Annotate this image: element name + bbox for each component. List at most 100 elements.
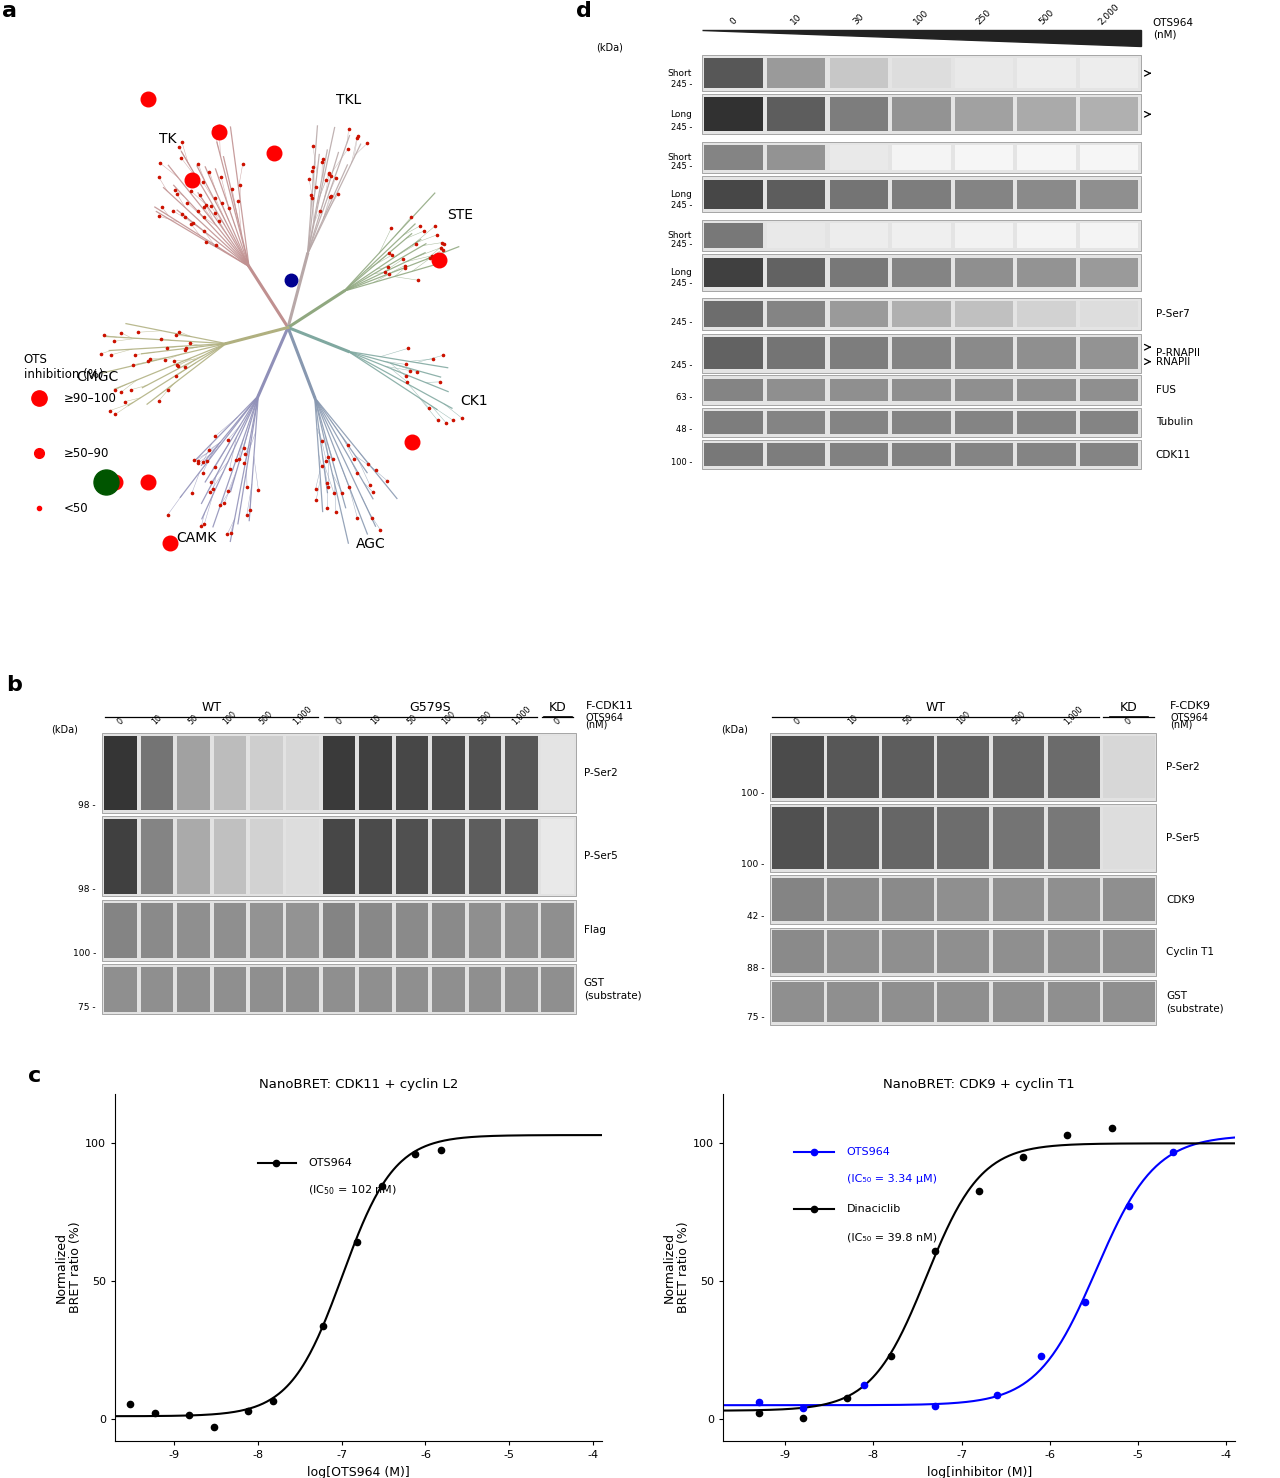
Bar (1048, 878, 1100, 921)
Text: P-Ser2: P-Ser2 (1166, 763, 1201, 772)
Bar (827, 807, 879, 869)
Text: 100 -: 100 - (671, 458, 692, 467)
Bar (1080, 145, 1138, 170)
Text: 245 -: 245 - (671, 201, 692, 210)
Bar (772, 930, 824, 974)
Bar (937, 878, 989, 921)
Bar (468, 819, 502, 894)
Bar (433, 736, 465, 810)
Bar (250, 819, 283, 894)
Text: OTS
inhibition (%): OTS inhibition (%) (24, 353, 104, 381)
Polygon shape (703, 30, 1140, 46)
Bar (1103, 736, 1155, 798)
Text: CDK9: CDK9 (1166, 894, 1196, 905)
Bar (892, 443, 951, 466)
Text: (kDa): (kDa) (596, 43, 623, 52)
Bar (141, 967, 173, 1011)
Bar (704, 59, 763, 89)
Bar (703, 440, 1140, 470)
Text: GST
(substrate): GST (substrate) (584, 978, 641, 1001)
Bar (1080, 443, 1138, 466)
Text: d: d (576, 1, 591, 21)
Bar (703, 408, 1140, 437)
Y-axis label: Normalized
BRET ratio (%): Normalized BRET ratio (%) (54, 1222, 82, 1312)
Bar (1048, 807, 1100, 869)
Text: OTS964: OTS964 (847, 1147, 891, 1157)
Bar (703, 254, 1140, 291)
Bar (1080, 98, 1138, 132)
Text: 50: 50 (406, 714, 419, 727)
Text: (nM): (nM) (586, 720, 608, 730)
Bar (250, 903, 283, 958)
Text: CMGC: CMGC (76, 370, 118, 384)
Bar (827, 983, 879, 1023)
Text: RNAPII: RNAPII (1156, 356, 1190, 367)
Bar (704, 98, 763, 132)
Text: P-Ser5: P-Ser5 (584, 851, 617, 862)
Bar (882, 736, 934, 798)
Bar (177, 967, 210, 1011)
Bar (323, 967, 356, 1011)
Text: Flag: Flag (584, 925, 605, 936)
Bar (433, 819, 465, 894)
Bar (1018, 337, 1076, 370)
Bar (105, 903, 137, 958)
Text: 75 -: 75 - (78, 1002, 96, 1011)
Bar (506, 903, 538, 958)
Bar (767, 337, 826, 370)
Text: 42 -: 42 - (748, 912, 765, 921)
Bar (703, 220, 1140, 251)
Text: (kDa): (kDa) (51, 724, 78, 735)
Bar (767, 411, 826, 433)
Text: 500: 500 (257, 709, 275, 727)
Bar (767, 257, 826, 287)
Bar (141, 736, 173, 810)
Bar (506, 967, 538, 1011)
Text: KD: KD (549, 701, 567, 714)
Text: c: c (28, 1066, 41, 1086)
Text: 50: 50 (187, 714, 200, 727)
Text: F-CDK11: F-CDK11 (586, 701, 634, 711)
Text: OTS964: OTS964 (1153, 18, 1194, 28)
Bar (955, 59, 1014, 89)
Bar (992, 930, 1044, 974)
Bar (955, 337, 1014, 370)
Y-axis label: Normalized
BRET ratio (%): Normalized BRET ratio (%) (662, 1222, 690, 1312)
Text: 245 -: 245 - (671, 361, 692, 370)
Bar (506, 819, 538, 894)
Text: STE: STE (448, 208, 474, 222)
Text: 50: 50 (901, 714, 915, 727)
Bar (541, 967, 575, 1011)
Bar (704, 302, 763, 327)
Bar (102, 900, 576, 961)
Bar (541, 736, 575, 810)
Bar (829, 223, 888, 248)
Bar (892, 378, 951, 402)
Text: AGC: AGC (356, 537, 385, 551)
Bar (882, 878, 934, 921)
Bar (771, 733, 1157, 801)
Text: OTS964: OTS964 (586, 712, 623, 723)
Bar (772, 878, 824, 921)
Text: a: a (1, 1, 17, 21)
Bar (955, 443, 1014, 466)
Bar (1080, 302, 1138, 327)
Text: 245 -: 245 - (671, 318, 692, 328)
Bar (892, 337, 951, 370)
Bar (704, 443, 763, 466)
Bar (323, 736, 356, 810)
Text: 10: 10 (846, 714, 860, 727)
Bar (1018, 378, 1076, 402)
Bar (1018, 257, 1076, 287)
Bar (360, 819, 392, 894)
Bar (1080, 411, 1138, 433)
Text: 100: 100 (913, 9, 931, 27)
Text: F-CDK9: F-CDK9 (1170, 701, 1211, 711)
Text: Long: Long (671, 189, 692, 200)
Text: P-Ser5: P-Ser5 (1166, 834, 1201, 842)
Bar (1018, 59, 1076, 89)
Text: (IC₅₀ = 39.8 nM): (IC₅₀ = 39.8 nM) (847, 1233, 937, 1242)
Bar (892, 223, 951, 248)
Text: CK1: CK1 (460, 395, 488, 408)
Bar (102, 964, 576, 1014)
